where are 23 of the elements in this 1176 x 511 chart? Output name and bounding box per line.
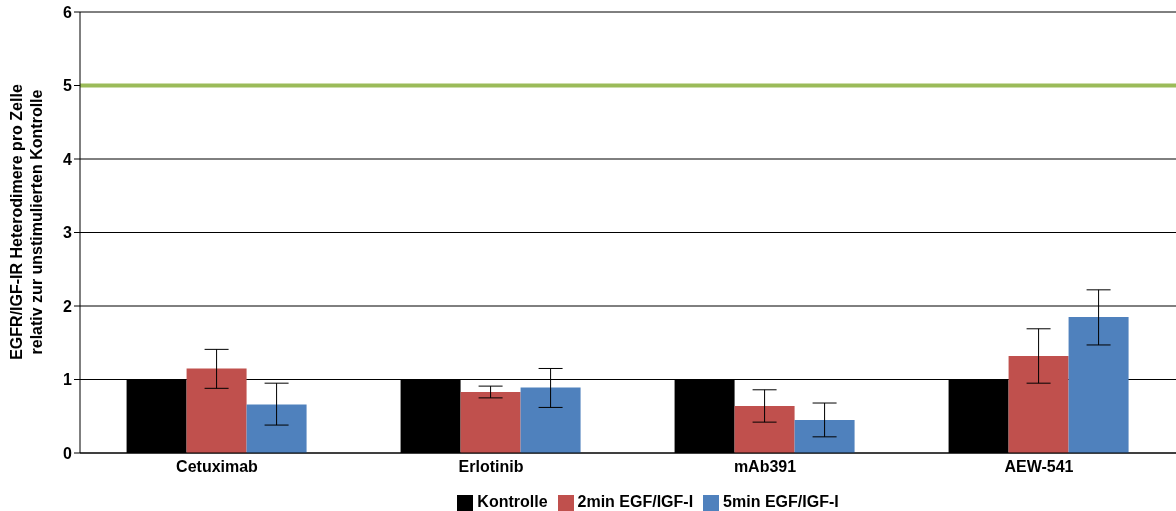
y-axis-title: EGFR/IGF-IR Heterodimere pro Zelle relativ zur unstimulierten Kontrolle	[8, 84, 45, 360]
y-tick-label: 6	[63, 3, 73, 21]
legend-label: 5min EGF/IGF-I	[723, 493, 839, 510]
bar	[246, 404, 307, 453]
x-tick-label: mAb391	[733, 458, 797, 476]
bar	[460, 392, 521, 453]
bar	[794, 419, 855, 453]
legend-label: 2min EGF/IGF-I	[577, 493, 694, 510]
bar	[1068, 317, 1129, 453]
y-tick-label: 4	[63, 150, 73, 168]
bar	[734, 405, 795, 453]
bar	[520, 387, 581, 453]
x-tick-label: Erlotinib	[458, 458, 524, 476]
bar	[186, 368, 247, 453]
x-tick-label: Cetuximab	[176, 458, 259, 476]
bar	[1008, 355, 1069, 453]
legend-label: Kontrolle	[477, 493, 548, 510]
x-tick-label: AEW-541	[1004, 458, 1074, 476]
y-tick-label: 2	[63, 297, 73, 315]
y-tick-label: 3	[63, 224, 73, 242]
y-tick-label: 1	[63, 371, 73, 389]
y-tick-label: 5	[63, 77, 73, 95]
y-tick-label: 0	[63, 444, 73, 462]
